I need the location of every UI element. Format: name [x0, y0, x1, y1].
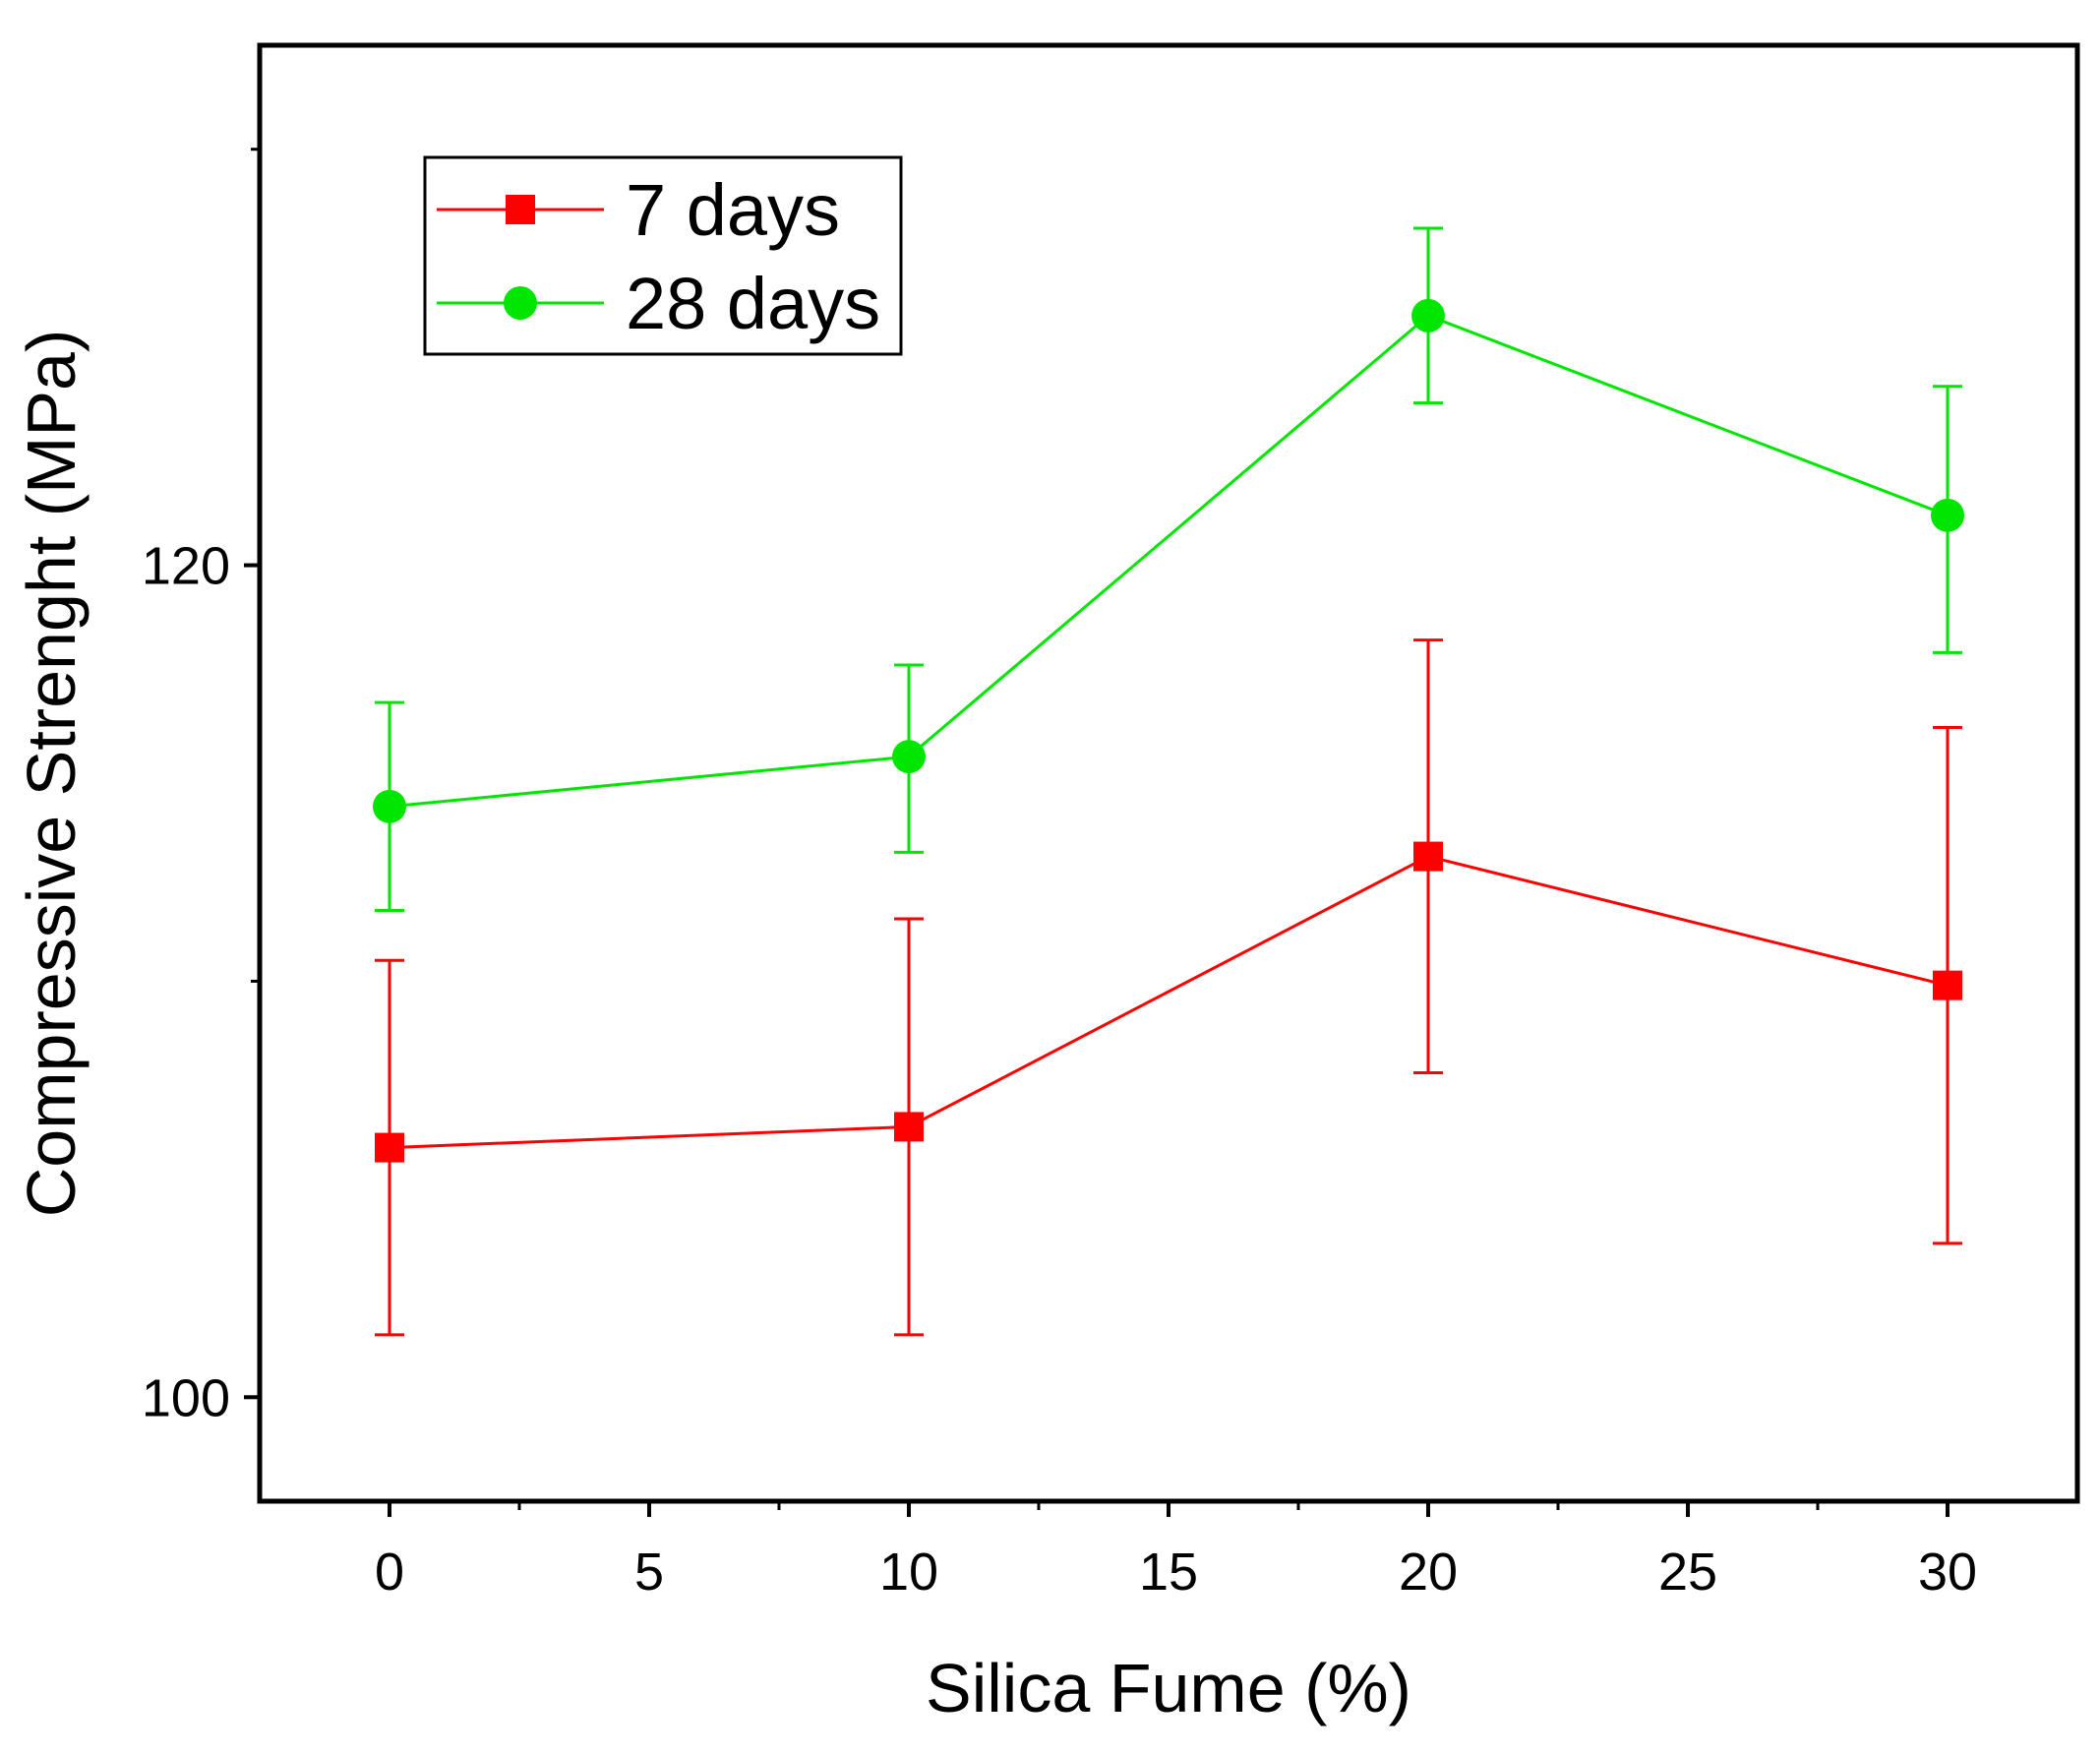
legend-box: [423, 155, 903, 356]
data-point: [1933, 970, 1962, 1000]
legend-marker: [506, 195, 535, 224]
series-7-days: [375, 638, 1962, 1337]
x-tick-label: 5: [634, 1543, 664, 1602]
series-layer: [373, 226, 1964, 1337]
x-tick-label: 20: [1399, 1543, 1458, 1602]
x-tick-label: 15: [1139, 1543, 1198, 1602]
x-tick-label: 10: [879, 1543, 938, 1602]
series-line: [389, 314, 1949, 809]
series-line: [389, 854, 1949, 1150]
data-point: [373, 789, 406, 823]
y-tick-label: 120: [142, 537, 230, 596]
x-tick-label: 30: [1918, 1543, 1977, 1602]
data-point: [375, 1132, 404, 1163]
legend-marker: [504, 286, 537, 320]
series-28-days: [373, 226, 1964, 913]
data-point: [1931, 498, 1964, 532]
legend-label: 28 days: [626, 263, 880, 344]
y-axis-ticks: 100 120: [142, 148, 260, 1427]
x-axis-ticks: 0 5 10 15 20 25 30: [375, 1501, 1977, 1602]
y-axis-title: Compressive Strenght (MPa): [13, 330, 90, 1218]
data-point: [894, 1112, 924, 1142]
x-tick-label: 0: [375, 1543, 404, 1602]
legend-items: 7 days 28 days: [437, 169, 880, 344]
legend-label: 7 days: [626, 169, 840, 251]
data-point: [1413, 841, 1443, 872]
x-axis-title: Silica Fume (%): [926, 1650, 1411, 1726]
x-tick-label: 25: [1658, 1543, 1717, 1602]
y-tick-label: 100: [142, 1368, 230, 1427]
legend: 7 days 28 days: [423, 155, 903, 356]
data-point: [892, 740, 926, 774]
data-point: [1411, 298, 1445, 333]
